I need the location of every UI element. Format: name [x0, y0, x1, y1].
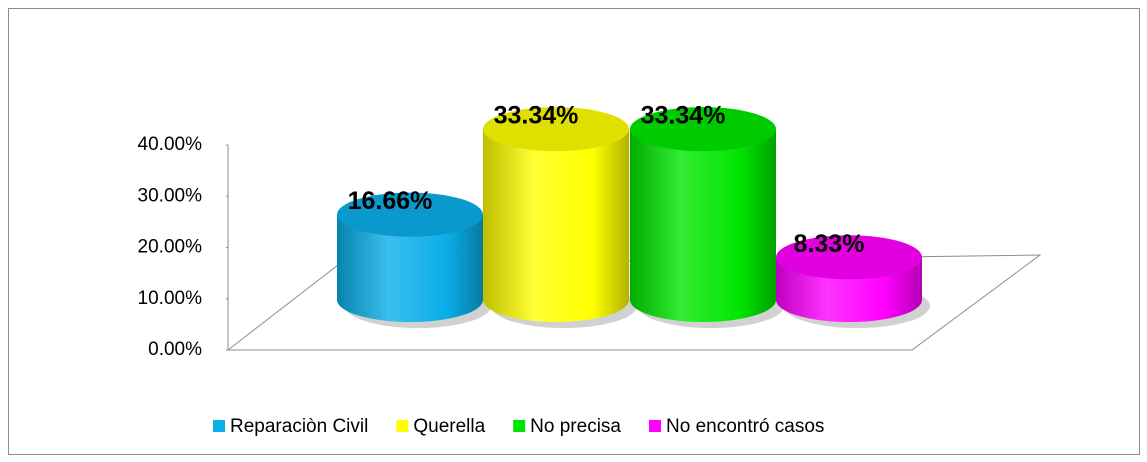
value-label: 33.34% [494, 102, 579, 130]
cylinder-top [337, 192, 483, 237]
legend-label: Querella [413, 416, 485, 437]
legend-label: No precisa [530, 416, 621, 437]
cylinder-top [630, 107, 776, 152]
value-label: 33.34% [641, 102, 726, 130]
value-label: 8.33% [794, 230, 865, 258]
y-tick-label: 10.00% [138, 288, 203, 309]
cylinder [337, 214, 483, 322]
y-tick-label: 30.00% [138, 185, 203, 206]
y-tick-label: 0.00% [148, 339, 202, 360]
legend-swatch [396, 420, 409, 432]
cylinder-top [776, 235, 922, 280]
legend-swatch [513, 420, 526, 432]
floor-outline [227, 145, 1042, 351]
legend-swatch [649, 420, 661, 432]
cylinder [483, 129, 629, 322]
cylinder-top [483, 107, 629, 152]
y-tick-label: 20.00% [138, 237, 203, 258]
cylinder [630, 129, 776, 322]
y-tick-label: 40.00% [138, 134, 203, 155]
value-label: 16.66% [348, 187, 433, 215]
legend-swatch [213, 420, 225, 432]
legend-label: Reparaciòn Civil [230, 416, 368, 437]
legend-label: No encontró casos [666, 416, 824, 437]
